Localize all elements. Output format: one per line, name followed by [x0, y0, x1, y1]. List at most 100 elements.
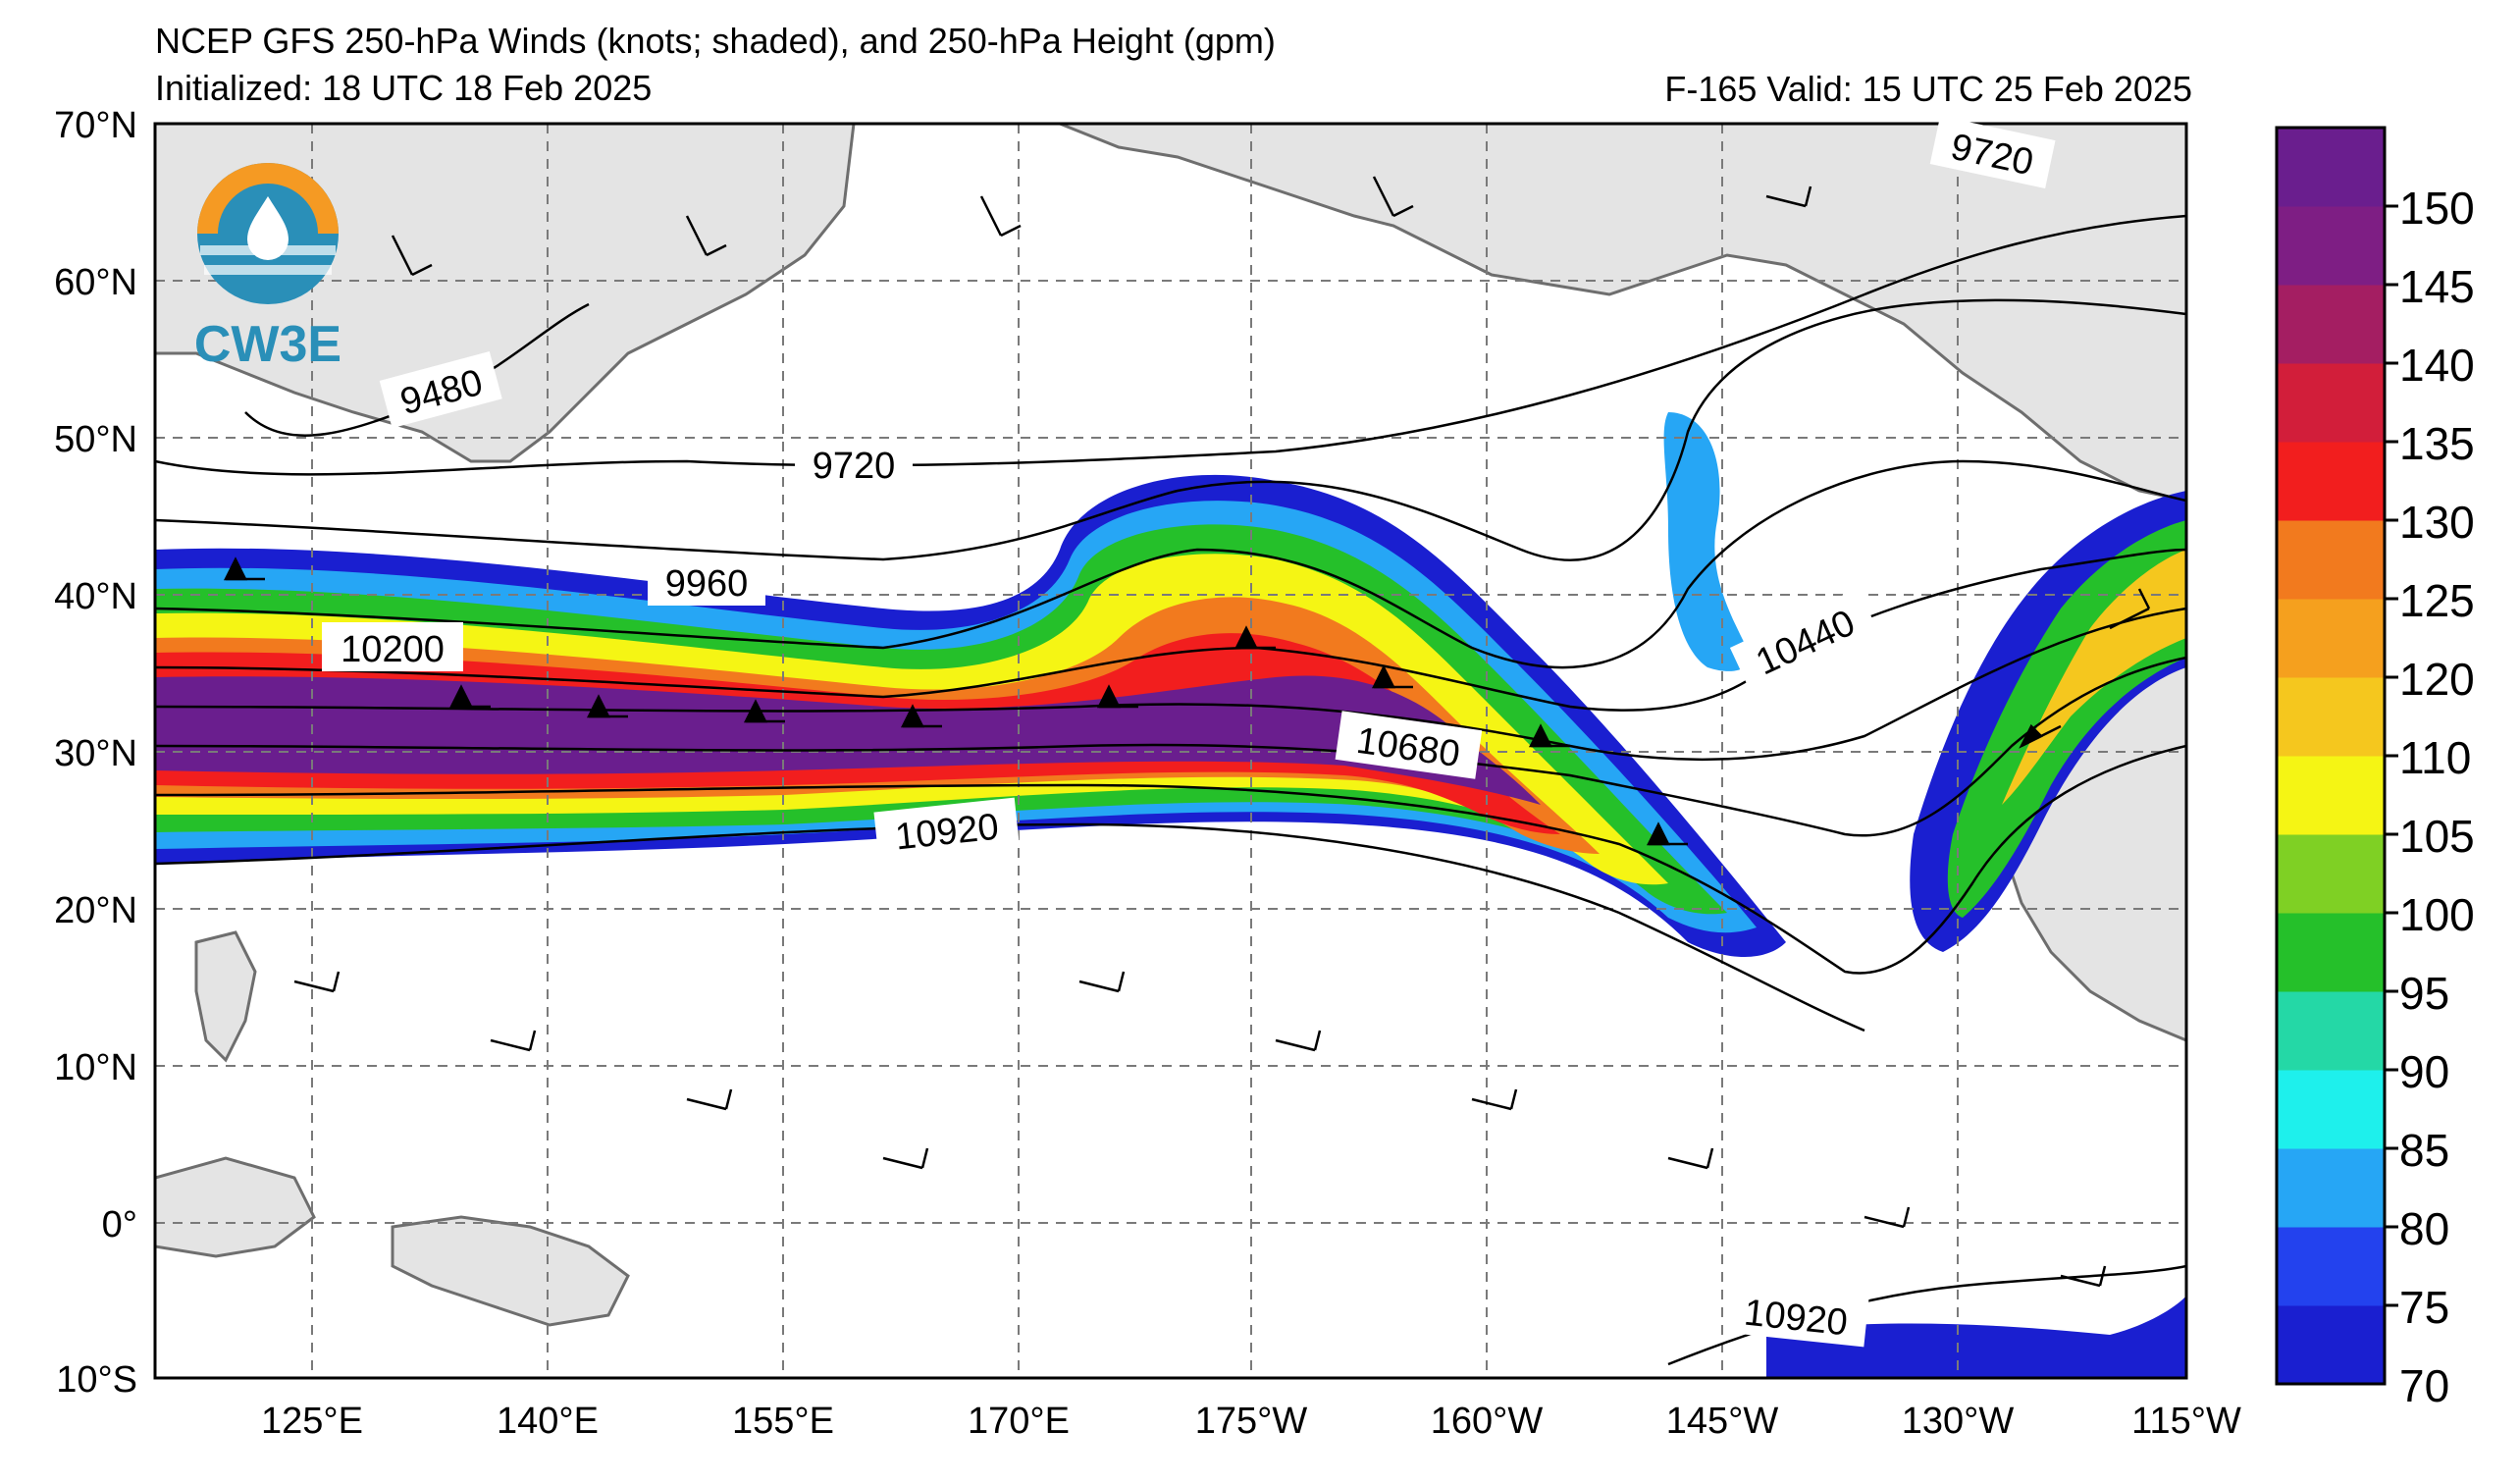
wind-barb: [223, 556, 265, 581]
colorbar-tick-label: 75: [2399, 1282, 2449, 1333]
wind-barb: [448, 684, 491, 709]
lat-label: 60°N: [54, 262, 137, 303]
colorbar-tick-label: 110: [2399, 732, 2471, 783]
colorbar-tick-label: 85: [2399, 1125, 2449, 1176]
colorbar-segment: [2277, 206, 2385, 286]
lat-label: 10°S: [56, 1359, 137, 1401]
colorbar-tick-label: 135: [2399, 418, 2475, 469]
lon-label: 155°E: [732, 1401, 834, 1442]
indonesia-land: [155, 1156, 316, 1258]
colorbar-segment: [2277, 520, 2385, 600]
wind-barb: [1096, 684, 1138, 709]
map-title: NCEP GFS 250-hPa Winds (knots; shaded), …: [155, 21, 1276, 61]
colorbar-tick-label: 120: [2399, 654, 2475, 705]
wind-barb: [1234, 625, 1276, 650]
wind-barb: [293, 971, 341, 993]
wind-barb: [490, 1030, 537, 1052]
wind-barb: [1371, 664, 1413, 689]
colorbar-segment: [2277, 285, 2385, 364]
philippines-land: [194, 930, 257, 1063]
wind-barb: [1646, 821, 1688, 846]
colorbar-segment: [2277, 1148, 2385, 1228]
colorbar-segment: [2277, 599, 2385, 678]
colorbar-labels: 150 145 140 135 130 125 120 110 105 100 …: [2399, 183, 2475, 1411]
north-america-land: [1059, 124, 2186, 503]
colorbar-tick-label: 80: [2399, 1203, 2449, 1254]
wind-barb: [391, 235, 433, 277]
colorbar-segment: [2277, 1070, 2385, 1149]
colorbar-segment: [2277, 677, 2385, 757]
logo-sun-arc-icon: [197, 163, 339, 234]
colorbar-segment: [2277, 756, 2385, 835]
logo-droplet-icon: [247, 196, 289, 260]
lat-label: 30°N: [54, 733, 137, 774]
new-guinea-land: [391, 1215, 630, 1327]
lon-label: 140°E: [497, 1401, 599, 1442]
wind-barb: [2060, 1265, 2107, 1288]
valid-time: F-165 Valid: 15 UTC 25 Feb 2025: [1664, 69, 2192, 109]
contour-label-text: 9960: [665, 563, 749, 605]
colorbar-tick-label: 125: [2399, 575, 2475, 626]
wind-barb: [900, 704, 942, 728]
cw3e-logo: CW3E: [194, 163, 341, 373]
wind-barb: [1275, 1030, 1322, 1052]
lat-label: 0°: [102, 1204, 137, 1245]
colorbar-tick-label: 105: [2399, 811, 2475, 862]
latitude-labels: 70°N 60°N 50°N 40°N 30°N 20°N 10°N 0° 10…: [54, 105, 137, 1401]
wind-barb: [1078, 971, 1126, 993]
wind-barb: [2109, 588, 2151, 630]
colorbar-segment: [2277, 1305, 2385, 1385]
lon-label: 130°W: [1902, 1401, 2015, 1442]
contour-label-9720: 9720: [795, 439, 913, 488]
wind-barb: [1372, 176, 1414, 218]
colorbar-segment: [2277, 991, 2385, 1071]
lon-label: 125°E: [261, 1401, 363, 1442]
lat-label: 10°N: [54, 1047, 137, 1088]
colorbar-segment: [2277, 363, 2385, 443]
map-frame: [153, 122, 2188, 1380]
wind-barb: [979, 195, 1022, 238]
contour-label-9960: 9960: [648, 556, 765, 606]
wind-barb: [586, 694, 628, 718]
wind-barb: [743, 699, 785, 723]
wind-barb: [1667, 1147, 1714, 1170]
contour-label-10920-south: 10920: [1723, 1283, 1869, 1348]
wind-barb: [1471, 1088, 1518, 1111]
wind-barbs: [223, 176, 2151, 1288]
lat-label: 50°N: [54, 419, 137, 460]
lat-label: 70°N: [54, 105, 137, 146]
colorbar-tick-label: 100: [2399, 889, 2475, 940]
contour-label-text: 10200: [341, 629, 445, 670]
colorbar-segment: [2277, 128, 2385, 207]
logo-text: CW3E: [194, 316, 341, 373]
colorbar-segment: [2277, 442, 2385, 521]
colorbar-segment: [2277, 913, 2385, 992]
wind-barb: [882, 1147, 929, 1170]
lon-label: 115°W: [2131, 1401, 2241, 1442]
graticule: [155, 124, 2186, 1378]
colorbar-tick-label: 95: [2399, 968, 2449, 1019]
wind-barb: [1765, 185, 1812, 208]
wind-barb: [2019, 723, 2062, 749]
colorbar-tick-label: 145: [2399, 261, 2475, 312]
colorbar-tick-label: 140: [2399, 340, 2475, 391]
contour-label-10920: 10920: [873, 797, 1020, 862]
wind-barb: [1528, 723, 1570, 748]
lon-label: 170°E: [968, 1401, 1070, 1442]
wind-barb: [685, 215, 727, 257]
colorbar-tick-label: 90: [2399, 1046, 2449, 1097]
contour-label-text: 9720: [813, 446, 896, 487]
lon-label: 145°W: [1666, 1401, 1779, 1442]
wind-barb: [1864, 1206, 1911, 1229]
contour-label-10200: 10200: [322, 622, 463, 671]
lon-label: 175°W: [1195, 1401, 1308, 1442]
colorbar-segment: [2277, 1227, 2385, 1306]
lat-label: 20°N: [54, 890, 137, 931]
colorbar: [2275, 126, 2398, 1386]
colorbar-tick-label: 150: [2399, 183, 2475, 234]
colorbar-segment: [2277, 834, 2385, 914]
contour-labels: 9480 9720 9720 9960 10200 10440 10680 1: [322, 116, 2056, 1348]
lon-label: 160°W: [1431, 1401, 1544, 1442]
colorbar-tick-label: 130: [2399, 497, 2475, 548]
